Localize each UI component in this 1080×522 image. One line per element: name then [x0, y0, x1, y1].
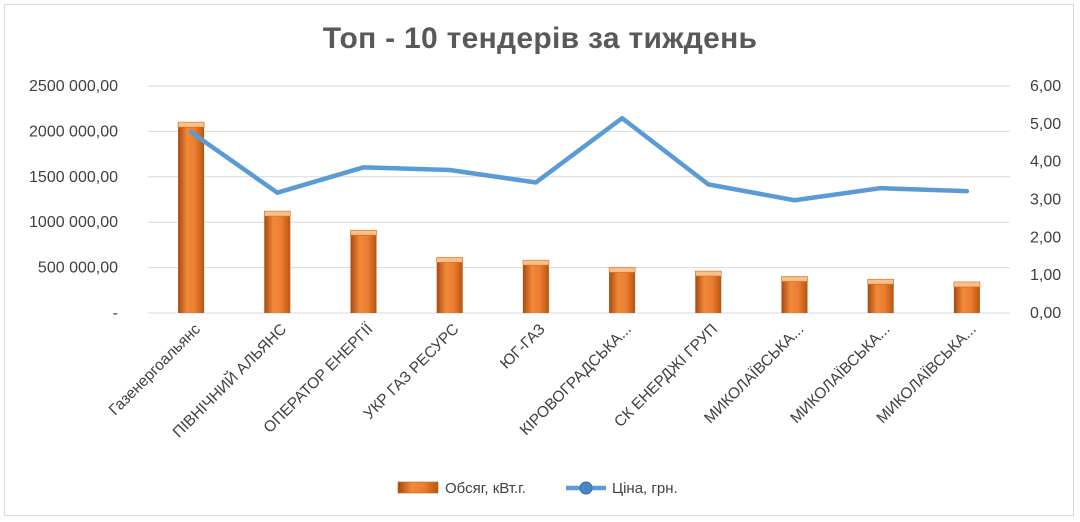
bar	[264, 213, 291, 313]
bar	[609, 269, 636, 313]
bar	[953, 283, 980, 313]
y-right-tick-label: 3,00	[1030, 192, 1061, 209]
bar-top	[436, 257, 464, 263]
legend-label-volume: Обсяг, кВт.г.	[445, 480, 526, 497]
price-line	[188, 115, 970, 203]
bar	[436, 259, 463, 313]
bar-top	[177, 121, 205, 128]
bar-top	[781, 276, 808, 282]
y-left-tick-label: 2000 000,00	[29, 123, 118, 140]
bar-top	[350, 229, 377, 236]
bar	[695, 273, 722, 313]
y-left-tick-label: 1000 000,00	[29, 214, 118, 231]
bar-top	[522, 259, 550, 266]
y-right-tick-label: 4,00	[1030, 154, 1061, 171]
chart-title: Топ - 10 тендерів за тиждень	[322, 22, 758, 55]
bar-top	[867, 278, 895, 285]
legend: Обсяг, кВт.г. Ціна, грн.	[397, 480, 678, 497]
bar-top	[694, 270, 722, 277]
y-right-tick-label: 0,00	[1030, 305, 1061, 322]
bar	[522, 262, 549, 313]
legend-bar-swatch	[397, 481, 439, 494]
category-label: УКР ГАЗ РЕСУРС	[361, 321, 463, 423]
legend-line-marker	[579, 481, 593, 495]
legend-label-price: Ціна, грн.	[612, 480, 678, 497]
bar-top	[608, 267, 636, 273]
bar	[781, 278, 808, 313]
y-right-tick-label: 2,00	[1030, 229, 1061, 246]
y-right-tick-label: 5,00	[1030, 116, 1061, 133]
category-label: ЮГ-ГАЗ	[497, 321, 549, 373]
y-left-tick-label: 1500 000,00	[29, 169, 118, 186]
bar	[867, 281, 894, 313]
y-right-tick-label: 1,00	[1030, 267, 1061, 284]
y-left-tick-label: 2500 000,00	[29, 78, 118, 95]
category-label: Газенергоальянс	[106, 321, 204, 419]
y-left-tick-label: -	[113, 305, 118, 322]
y-right-tick-label: 6,00	[1030, 78, 1061, 95]
y-left-tick-label: 500 000,00	[38, 260, 118, 277]
bar-top	[953, 281, 981, 288]
bar-top	[263, 210, 291, 217]
bar	[178, 124, 205, 313]
bar	[350, 232, 377, 313]
